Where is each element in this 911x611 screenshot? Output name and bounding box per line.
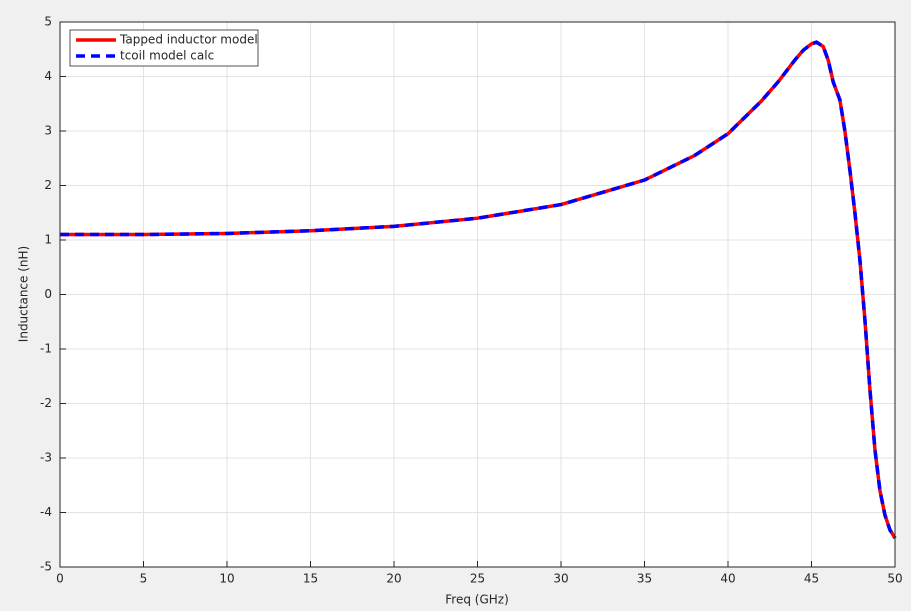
x-tick-label: 10 [219, 572, 234, 586]
y-tick-label: -1 [40, 342, 52, 356]
legend-box [69, 29, 259, 67]
y-tick-label: -4 [40, 505, 52, 519]
y-tick-label: 1 [44, 233, 52, 247]
x-tick-label: 0 [56, 572, 64, 586]
x-tick-label: 30 [553, 572, 568, 586]
y-tick-label: 3 [44, 124, 52, 138]
y-tick-label: -5 [40, 560, 52, 574]
x-tick-label: 15 [303, 572, 318, 586]
axes-box [59, 21, 896, 568]
x-tick-label: 40 [720, 572, 735, 586]
legend-label: Tapped inductor model [119, 33, 258, 47]
legend-label: tcoil model calc [120, 49, 214, 63]
y-tick-label: 2 [44, 178, 52, 192]
x-axis-label: Freq (GHz) [445, 593, 509, 607]
x-tick-label: 50 [887, 572, 902, 586]
lines [60, 40, 897, 540]
y-axis-label: Inductance (nH) [17, 246, 31, 342]
y-tick-label: 4 [44, 69, 52, 83]
x-tick-label: 45 [804, 572, 819, 586]
y-tick-label: 0 [44, 287, 52, 301]
y-tick-label: -2 [40, 396, 52, 410]
x-tick-label: 35 [637, 572, 652, 586]
x-tick-label: 5 [140, 572, 148, 586]
legend: Tapped inductor model tcoil model calc [69, 29, 259, 67]
x-tick-label: 25 [470, 572, 485, 586]
y-tick-label: -3 [40, 451, 52, 465]
x-tick-label: 20 [386, 572, 401, 586]
data-line [60, 40, 897, 540]
y-tick-label: 5 [44, 15, 52, 29]
